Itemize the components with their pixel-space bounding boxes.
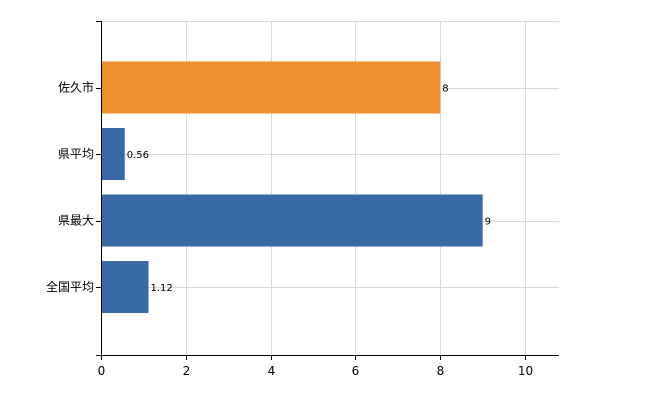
x-tick-label-0: 0 [98, 364, 106, 378]
x-tick-label-4: 8 [437, 364, 445, 378]
labels: 8 佐久市 0.56 県平均 9 県最大 1.12 全国平均 0 2 4 6 8 10 [46, 80, 533, 379]
axes [96, 21, 559, 360]
bars [101, 61, 483, 313]
x-tick-label-5: 10 [518, 364, 533, 378]
x-tick-label-1: 2 [183, 364, 191, 378]
bar-1 [101, 128, 125, 180]
value-label-1: 0.56 [127, 150, 149, 161]
value-label-0: 8 [442, 84, 448, 95]
value-label-2: 9 [485, 217, 491, 228]
x-tick-label-2: 4 [268, 364, 276, 378]
bar-0 [101, 61, 441, 114]
category-label-0: 佐久市 [58, 80, 94, 95]
bar-3 [101, 261, 149, 313]
category-label-3: 全国平均 [46, 279, 94, 294]
x-tick-label-3: 6 [352, 364, 360, 378]
category-label-2: 県最大 [58, 214, 94, 228]
bar-2 [101, 194, 483, 247]
category-label-1: 県平均 [58, 147, 94, 161]
value-label-3: 1.12 [150, 283, 172, 294]
